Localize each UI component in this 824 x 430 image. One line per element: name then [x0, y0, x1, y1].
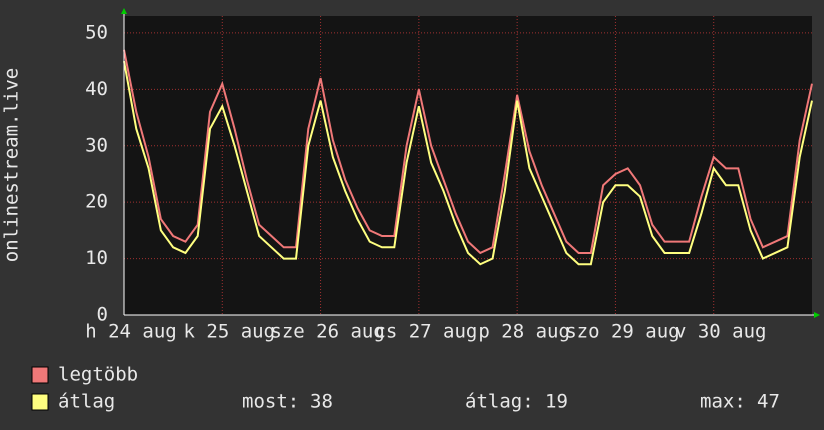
- stat-value: 38: [310, 391, 333, 413]
- y-tick-label: 40: [85, 78, 108, 100]
- x-tick-label: k 25 aug: [184, 321, 276, 343]
- y-axis-label: onlinestream.live: [1, 68, 23, 262]
- x-tick-label: v 30 aug: [675, 321, 767, 343]
- x-tick-label: h 24 aug: [85, 321, 177, 343]
- x-tick-label: sze 26 aug: [270, 321, 384, 343]
- x-tick-label: szo 29 aug: [565, 321, 679, 343]
- y-arrow: [121, 8, 127, 14]
- y-tick-label: 10: [85, 247, 108, 269]
- legend-swatch: [31, 393, 49, 411]
- series-line: [123, 60, 813, 266]
- stat-value: 19: [545, 391, 568, 413]
- y-tick-label: 30: [85, 134, 108, 156]
- legend-swatch: [31, 366, 49, 384]
- stat-label: max:: [700, 391, 746, 413]
- x-arrow: [814, 312, 820, 318]
- series-line: [123, 49, 813, 255]
- y-tick-label: 20: [85, 191, 108, 213]
- x-tick-label: p 28 aug: [478, 321, 570, 343]
- plot-area: [124, 16, 812, 315]
- y-tick-label: 0: [97, 304, 108, 326]
- legend-label: átlag: [58, 391, 115, 413]
- legend: legtöbb átlag: [31, 364, 138, 413]
- stat-label: most:: [242, 391, 299, 413]
- stat-label: átlag:: [465, 391, 534, 413]
- stat-value: 47: [757, 391, 780, 413]
- y-tick-label: 50: [85, 21, 108, 43]
- legend-label: legtöbb: [58, 364, 138, 386]
- x-tick-label: cs 27 aug: [374, 321, 477, 343]
